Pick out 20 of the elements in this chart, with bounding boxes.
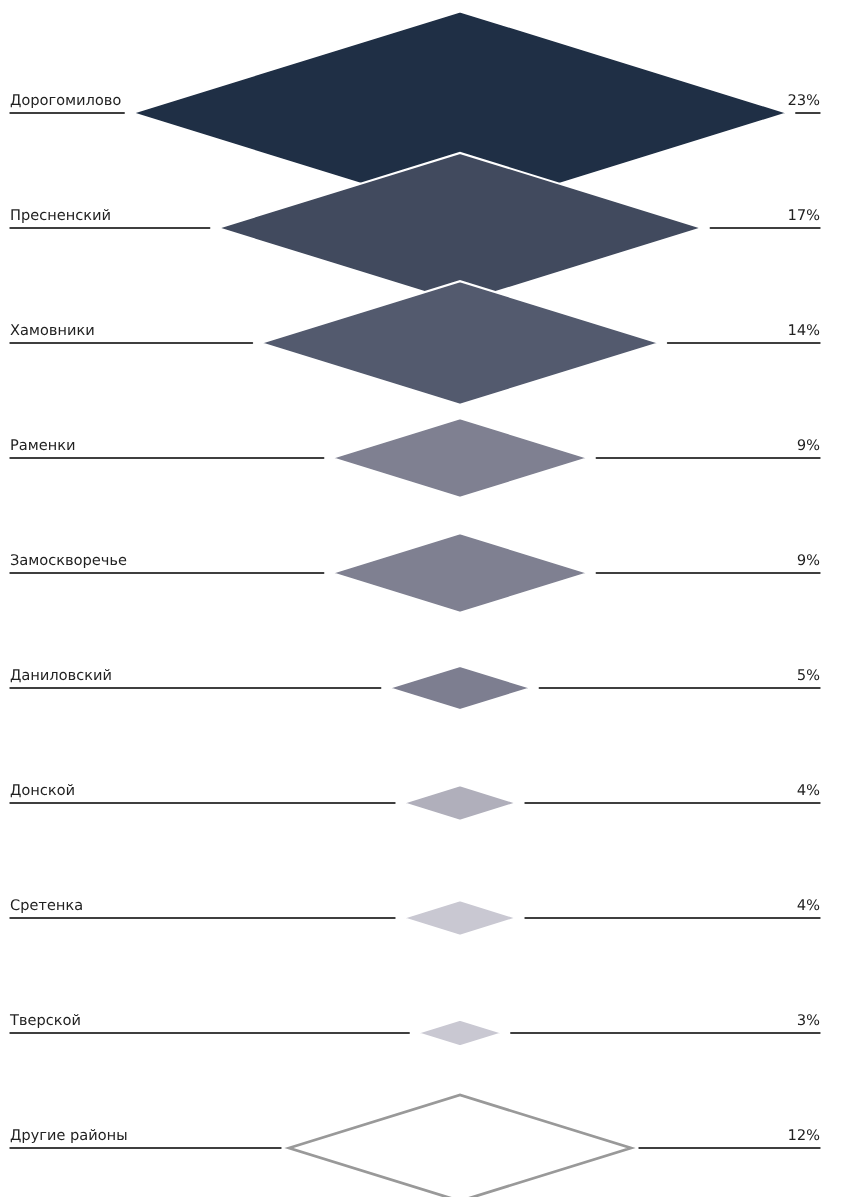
category-label: Раменки — [11, 439, 75, 451]
data-label: 9% — [797, 554, 820, 566]
category-label: Сретенка — [10, 899, 82, 913]
data-label: 4% — [797, 899, 820, 911]
data-label: 17% — [789, 209, 820, 221]
data-label: 9% — [797, 439, 820, 451]
data-label: 12% — [789, 1129, 820, 1141]
category-label: Тверской — [9, 1013, 80, 1028]
category-label: Донской — [10, 783, 74, 798]
category-label: Дорогомилово — [10, 94, 121, 108]
category-label: Хамовники — [10, 324, 94, 336]
category-label: Замоскворечье — [10, 554, 127, 568]
data-label: 5% — [797, 669, 820, 681]
data-label: 4% — [797, 784, 820, 796]
data-label: 23% — [788, 94, 820, 106]
data-label: 14% — [789, 324, 820, 336]
category-label: Пресненский — [11, 208, 110, 223]
category-label: Другие районы — [10, 1128, 127, 1143]
category-label: Даниловский — [10, 668, 111, 683]
data-label: 3% — [797, 1014, 820, 1026]
